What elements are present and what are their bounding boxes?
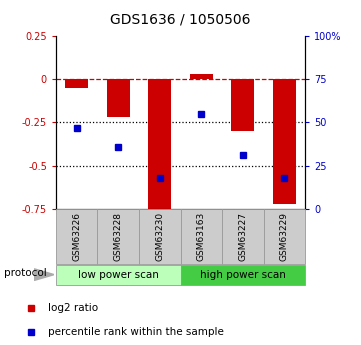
Text: GSM63228: GSM63228 [114,212,123,261]
Bar [231,79,254,131]
Text: GSM63163: GSM63163 [197,212,206,261]
Text: GSM63230: GSM63230 [155,212,164,261]
Bar [222,209,264,264]
Text: GSM63229: GSM63229 [280,212,289,261]
Text: high power scan: high power scan [200,270,286,279]
Text: GDS1636 / 1050506: GDS1636 / 1050506 [110,12,251,26]
Bar [264,209,305,264]
Polygon shape [34,269,54,280]
Bar [97,209,139,264]
Bar [139,209,180,264]
Bar [65,79,88,88]
Bar [148,79,171,209]
Bar [56,265,180,285]
Bar [56,209,97,264]
Text: percentile rank within the sample: percentile rank within the sample [48,327,224,337]
Bar [180,265,305,285]
Text: log2 ratio: log2 ratio [48,303,98,313]
Text: GSM63227: GSM63227 [238,212,247,261]
Bar [180,209,222,264]
Bar [273,79,296,204]
Text: GSM63226: GSM63226 [72,212,81,261]
Text: protocol: protocol [4,268,46,278]
Bar [190,74,213,79]
Text: low power scan: low power scan [78,270,159,279]
Bar [107,79,130,117]
